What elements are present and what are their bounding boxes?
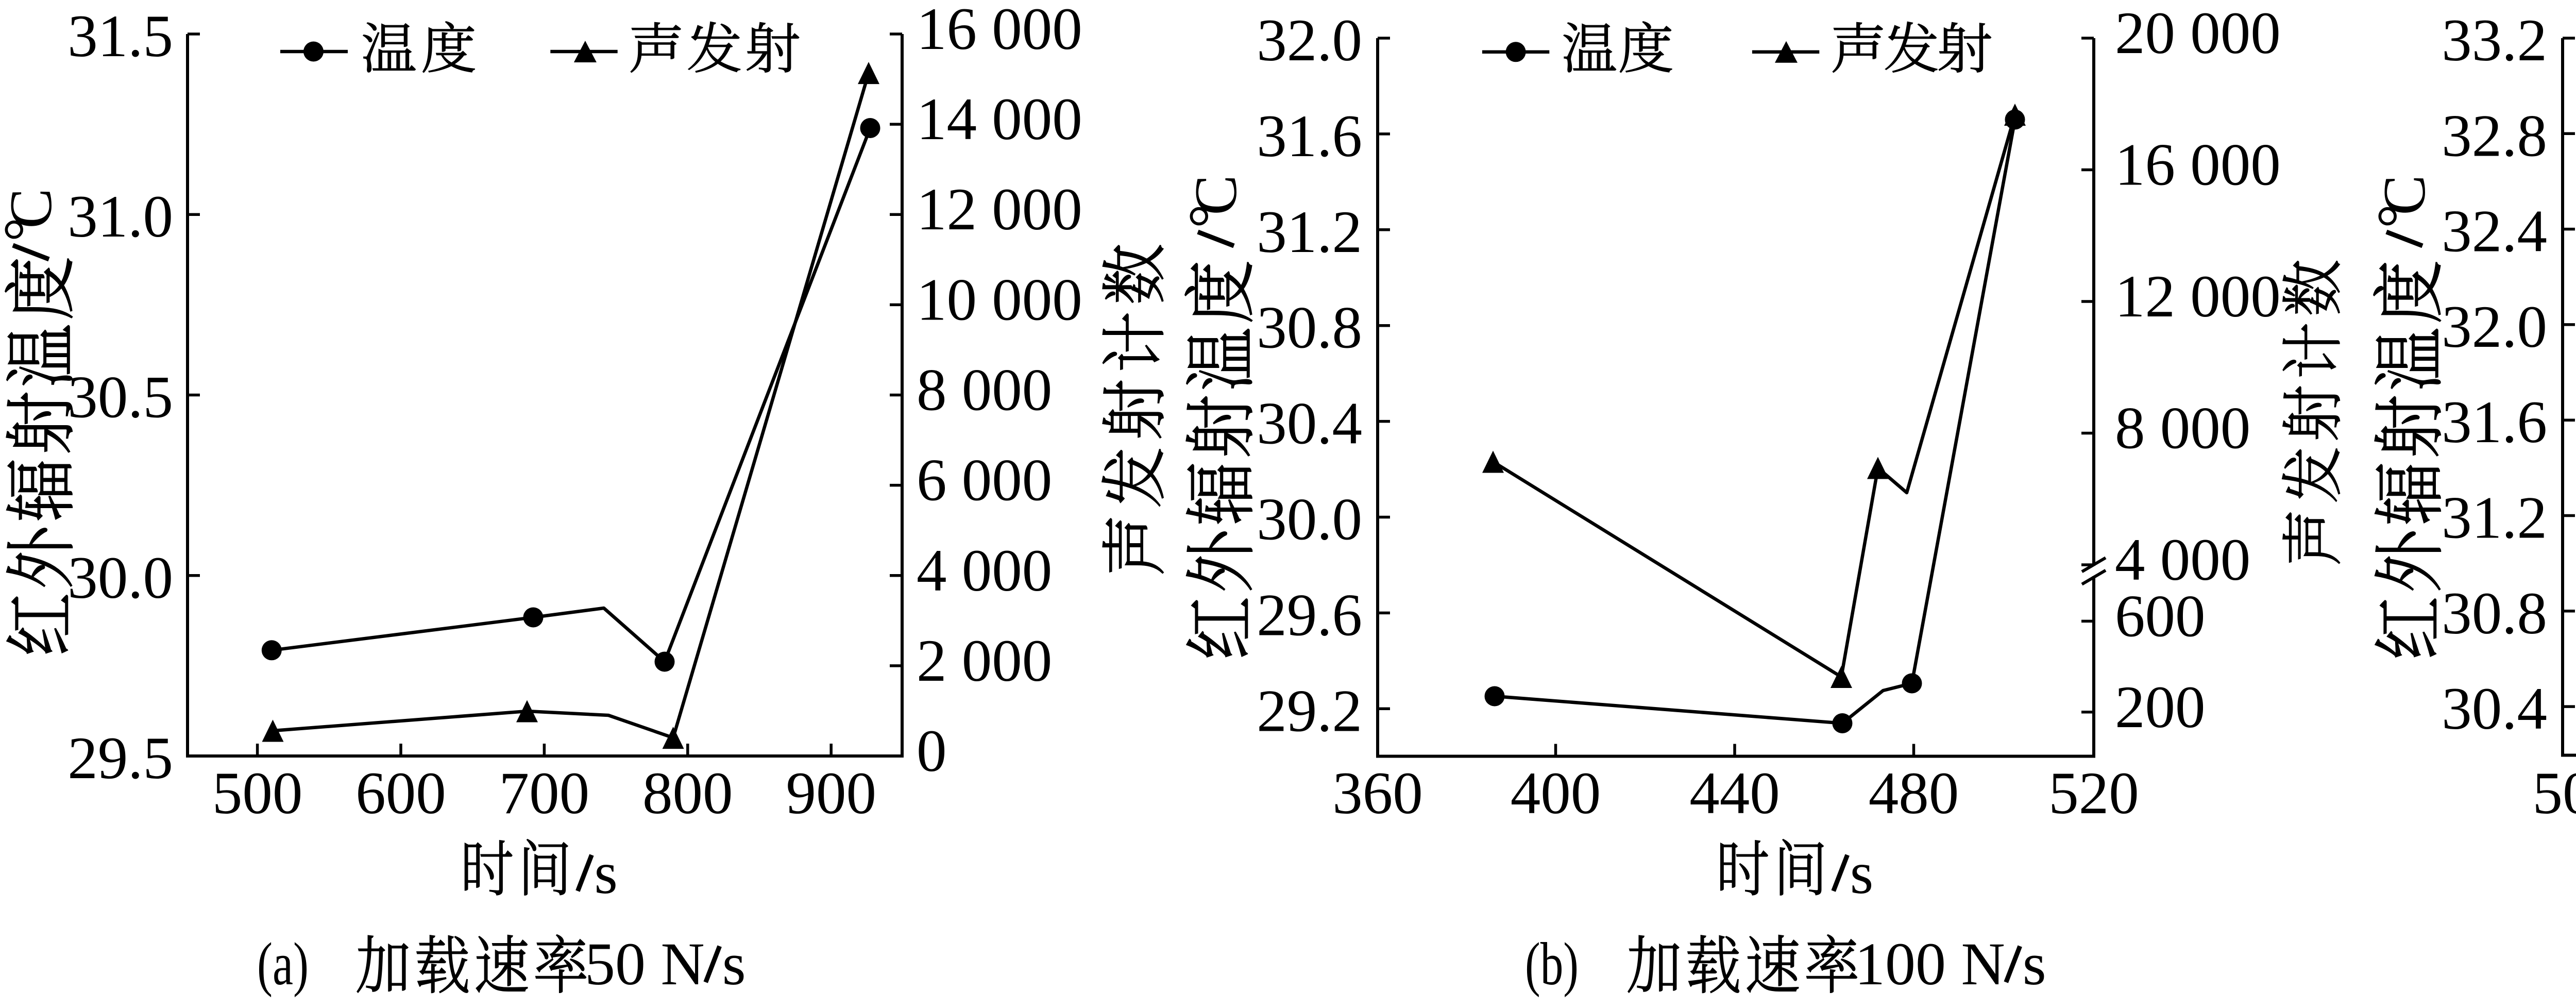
svg-text:200: 200 [2115, 674, 2206, 741]
svg-text:s: s [594, 840, 618, 906]
svg-text:30.4: 30.4 [2442, 676, 2547, 742]
svg-text:12 000: 12 000 [917, 176, 1082, 243]
svg-text:C: C [0, 188, 64, 228]
svg-text:500: 500 [212, 760, 303, 827]
svg-text:900: 900 [786, 760, 876, 827]
svg-text:360: 360 [1332, 760, 1423, 827]
svg-text:50 N: 50 N [585, 930, 705, 998]
svg-text:800: 800 [642, 760, 733, 827]
svg-text:50: 50 [2533, 760, 2576, 827]
svg-text:31.2: 31.2 [2442, 485, 2547, 551]
svg-text:480: 480 [1869, 760, 1959, 827]
svg-text:s: s [1850, 840, 1874, 906]
svg-text:8 000: 8 000 [917, 357, 1052, 424]
svg-text:20 000: 20 000 [2115, 0, 2281, 66]
svg-text:14 000: 14 000 [917, 86, 1082, 153]
svg-text:°: ° [1177, 204, 1243, 228]
svg-text:31.0: 31.0 [67, 183, 173, 250]
svg-text:31.6: 31.6 [2442, 389, 2547, 456]
svg-text:29.5: 29.5 [67, 725, 173, 792]
svg-text:2 000: 2 000 [917, 628, 1052, 694]
svg-text:s: s [2023, 930, 2046, 998]
svg-text:12 000: 12 000 [2115, 263, 2281, 330]
svg-text:30.8: 30.8 [1257, 295, 1362, 361]
svg-text:C: C [1183, 175, 1249, 215]
svg-text:10 000: 10 000 [917, 266, 1082, 333]
svg-text:33.2: 33.2 [2442, 7, 2547, 74]
svg-text:16 000: 16 000 [917, 0, 1082, 62]
svg-text:100 N: 100 N [1855, 930, 2005, 998]
svg-text:C: C [2371, 175, 2438, 215]
svg-text:400: 400 [1511, 760, 1601, 827]
svg-text:32.8: 32.8 [2442, 103, 2547, 169]
svg-text:°: ° [2365, 204, 2432, 228]
svg-text:30.8: 30.8 [2442, 580, 2547, 647]
svg-text:32.0: 32.0 [2442, 294, 2547, 360]
svg-text:0: 0 [917, 718, 947, 784]
svg-text:700: 700 [499, 760, 590, 827]
svg-text:29.6: 29.6 [1257, 582, 1362, 648]
svg-text:29.2: 29.2 [1257, 678, 1362, 744]
svg-text:32.4: 32.4 [2442, 198, 2547, 265]
svg-text:(a): (a) [257, 930, 309, 998]
svg-text:30.5: 30.5 [67, 364, 173, 431]
svg-text:4 000: 4 000 [917, 537, 1052, 604]
svg-text:°: ° [0, 217, 58, 242]
svg-text:30.0: 30.0 [1257, 486, 1362, 553]
svg-text:31.2: 31.2 [1257, 199, 1362, 265]
svg-text:4 000: 4 000 [2115, 527, 2250, 593]
svg-text:8 000: 8 000 [2115, 395, 2250, 462]
svg-text:520: 520 [2048, 760, 2139, 827]
svg-text:(b): (b) [1525, 930, 1579, 998]
svg-text:31.6: 31.6 [1257, 103, 1362, 170]
svg-text:6 000: 6 000 [917, 447, 1052, 514]
svg-text:16 000: 16 000 [2115, 132, 2281, 198]
svg-text:600: 600 [355, 760, 446, 827]
svg-text:31.5: 31.5 [67, 3, 173, 70]
svg-text:s: s [722, 930, 746, 998]
svg-text:30.4: 30.4 [1257, 391, 1362, 457]
svg-text:32.0: 32.0 [1257, 7, 1362, 74]
svg-text:440: 440 [1689, 760, 1780, 827]
svg-text:30.0: 30.0 [67, 545, 173, 611]
svg-text:600: 600 [2115, 583, 2206, 649]
